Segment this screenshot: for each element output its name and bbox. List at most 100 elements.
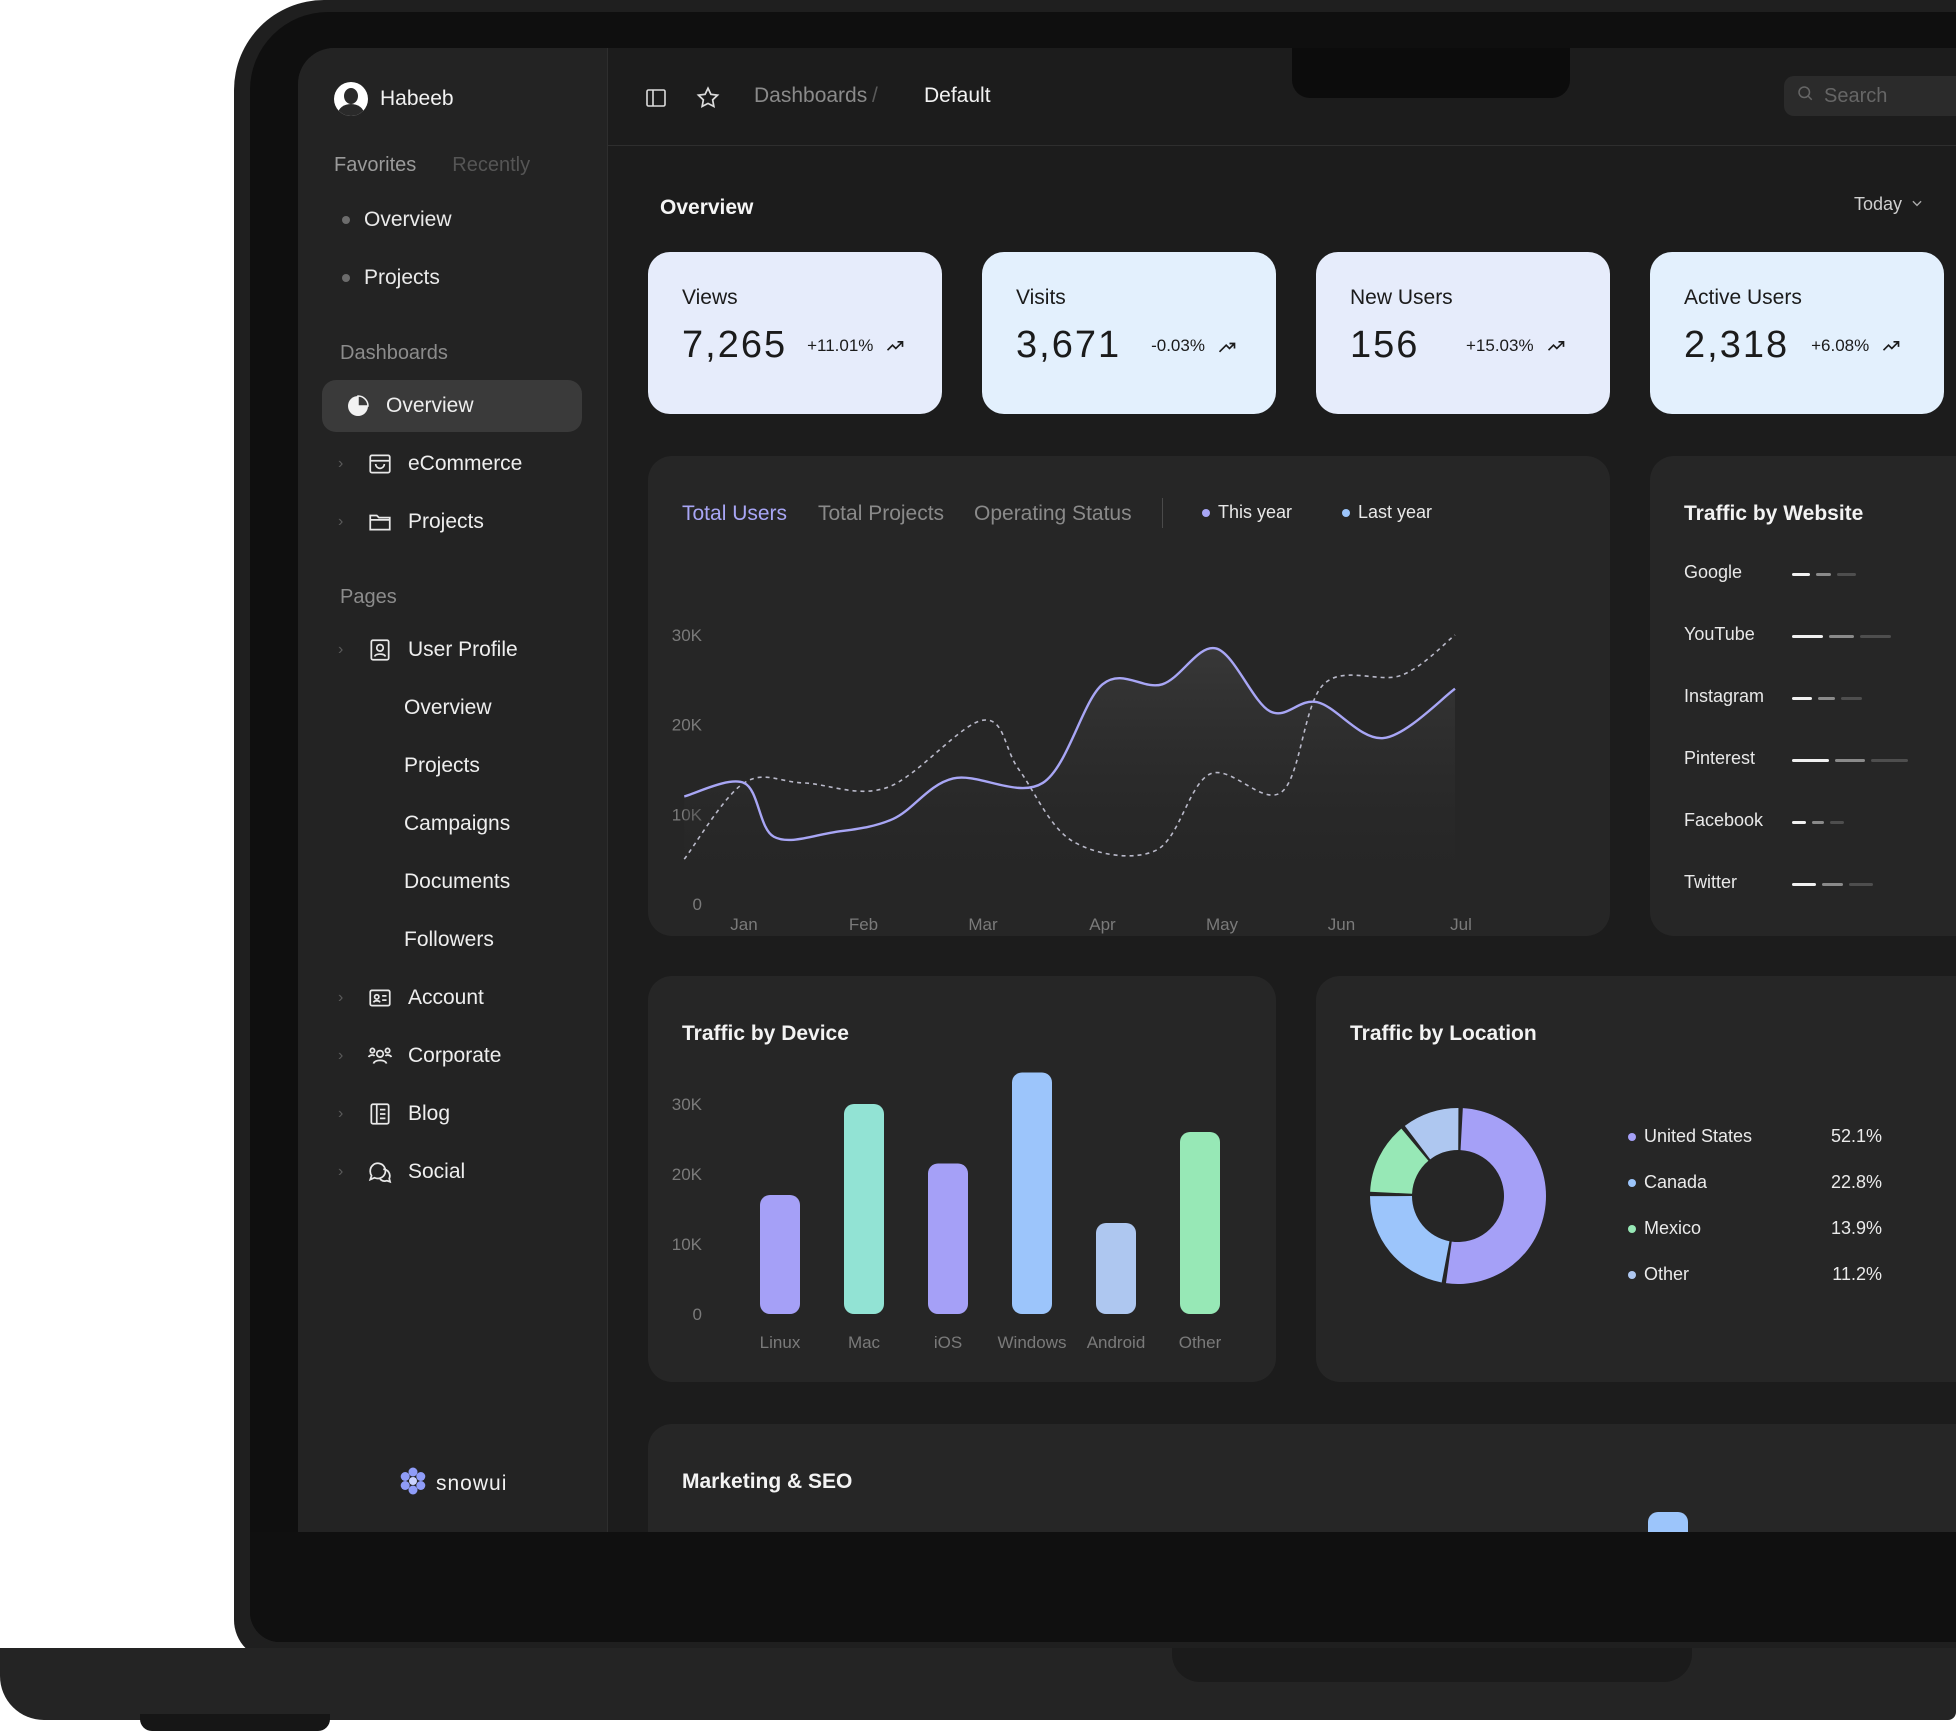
donut-slice-canada[interactable] bbox=[1370, 1196, 1450, 1283]
y-tick-label: 30K bbox=[672, 626, 703, 645]
sidebar-item-label: Account bbox=[408, 986, 484, 1009]
tab-total-projects[interactable]: Total Projects bbox=[818, 502, 945, 525]
sidebar-subitem-followers[interactable]: Followers bbox=[404, 928, 494, 951]
website-bar-segment bbox=[1848, 883, 1874, 886]
sidebar-item-user-profile[interactable]: › User Profile bbox=[322, 624, 582, 676]
breadcrumb-current: Default bbox=[924, 84, 991, 107]
brand-logo: snowui bbox=[398, 1466, 507, 1502]
bar-ios[interactable] bbox=[928, 1163, 968, 1315]
website-bar-youtube bbox=[1792, 635, 1891, 638]
website-bar-segment bbox=[1841, 697, 1862, 700]
sidebar-subitem-documents[interactable]: Documents bbox=[404, 870, 511, 893]
website-label-pinterest: Pinterest bbox=[1684, 748, 1756, 768]
y-tick-label: 0 bbox=[693, 895, 702, 914]
blog-icon bbox=[366, 1100, 394, 1128]
laptop-chin bbox=[250, 1532, 1956, 1642]
location-percent: 52.1% bbox=[1830, 1126, 1882, 1146]
sidebar-item-account[interactable]: › Account bbox=[322, 972, 582, 1024]
website-bar-segment bbox=[1860, 635, 1891, 638]
tab-operating-status[interactable]: Operating Status bbox=[974, 502, 1132, 525]
star-icon[interactable] bbox=[694, 84, 722, 112]
breadcrumb-dashboards[interactable]: Dashboards bbox=[754, 84, 868, 107]
sidebar: Habeeb Favorites Recently Overview Proje… bbox=[298, 48, 608, 1532]
trend-up-icon bbox=[1881, 335, 1903, 357]
favorite-item-projects[interactable]: Projects bbox=[342, 266, 440, 290]
sidebar-subitem-overview[interactable]: Overview bbox=[404, 696, 492, 719]
search-input[interactable]: Search / bbox=[1784, 76, 1956, 116]
chevron-right-icon: › bbox=[338, 513, 344, 530]
sidebar-item-social[interactable]: › Social bbox=[322, 1146, 582, 1198]
panel-title: Marketing & SEO bbox=[682, 1470, 853, 1493]
location-country: United States bbox=[1644, 1126, 1753, 1146]
stat-card-new-users[interactable]: New Users 156 +15.03% bbox=[1316, 252, 1610, 414]
website-bar-segment bbox=[1792, 759, 1829, 762]
stat-card-active-users[interactable]: Active Users 2,318 +6.08% bbox=[1650, 252, 1944, 414]
traffic-website-panel: Traffic by Website Google YouTube Instagra… bbox=[1650, 456, 1956, 936]
chevron-right-icon: › bbox=[338, 641, 344, 658]
stat-label: New Users bbox=[1350, 286, 1453, 309]
location-row-mexico: Mexico 13.9% bbox=[1628, 1218, 1882, 1239]
stat-value: 7,265 bbox=[682, 324, 788, 366]
users-group-icon bbox=[366, 1042, 394, 1070]
bar-android[interactable] bbox=[1096, 1223, 1136, 1314]
x-tick-label: Other bbox=[1179, 1333, 1222, 1352]
x-tick-label: Jul bbox=[1450, 915, 1472, 934]
website-bar-google bbox=[1792, 573, 1856, 576]
stat-value: 3,671 bbox=[1016, 324, 1122, 366]
device-bar-chart: 0 10K 20K 30K Linux Mac iOS Windows Android Other bbox=[672, 1072, 1222, 1352]
website-bar-segment bbox=[1871, 759, 1908, 762]
avatar[interactable] bbox=[334, 82, 368, 116]
sidebar-subitem-projects[interactable]: Projects bbox=[404, 754, 480, 777]
donut-slice-other[interactable] bbox=[1404, 1108, 1459, 1160]
website-bar-segment bbox=[1792, 697, 1813, 700]
stat-change: +6.08% bbox=[1811, 335, 1870, 355]
user-profile[interactable]: Habeeb bbox=[334, 82, 454, 116]
sidebar-item-blog[interactable]: › Blog bbox=[322, 1088, 582, 1140]
legend-dot bbox=[1628, 1132, 1636, 1141]
sidebar-item-ecommerce[interactable]: › eCommerce bbox=[322, 438, 582, 490]
website-bar-segment bbox=[1837, 573, 1856, 576]
sidebar-item-corporate[interactable]: › Corporate bbox=[322, 1030, 582, 1082]
location-row-canada: Canada 22.8% bbox=[1628, 1172, 1882, 1193]
favorite-item-overview[interactable]: Overview bbox=[342, 208, 452, 232]
tab-recently[interactable]: Recently bbox=[452, 154, 531, 176]
website-label-instagram: Instagram bbox=[1684, 686, 1765, 706]
tab-divider bbox=[1162, 498, 1163, 528]
bar-mac[interactable] bbox=[844, 1104, 884, 1314]
donut-slice-united-states[interactable] bbox=[1445, 1108, 1546, 1284]
x-tick-label: Android bbox=[1087, 1333, 1146, 1352]
stat-label: Active Users bbox=[1684, 286, 1802, 309]
location-row-other: Other 11.2% bbox=[1628, 1264, 1882, 1285]
users-line-chart: 010K20K30KJanFebMarAprMayJunJul bbox=[672, 626, 1472, 934]
x-tick-label: Mac bbox=[848, 1333, 881, 1352]
breadcrumb-separator: / bbox=[872, 84, 878, 107]
legend-this-year: This year bbox=[1202, 502, 1292, 523]
panel-title: Traffic by Website bbox=[1684, 502, 1864, 525]
date-range-select[interactable]: Today bbox=[1854, 194, 1924, 215]
location-country: Other bbox=[1644, 1264, 1690, 1284]
location-country: Canada bbox=[1644, 1172, 1708, 1192]
tab-favorites[interactable]: Favorites bbox=[334, 154, 417, 176]
bar-linux[interactable] bbox=[760, 1195, 800, 1314]
sidebar-item-label: Overview bbox=[386, 394, 474, 417]
bar-other[interactable] bbox=[1180, 1132, 1220, 1314]
sidebar-item-label: eCommerce bbox=[408, 452, 523, 475]
bar-windows[interactable] bbox=[1012, 1072, 1052, 1315]
favorites-tabs: Favorites Recently bbox=[334, 154, 530, 177]
donut-slice-mexico[interactable] bbox=[1370, 1128, 1429, 1194]
trend-up-icon bbox=[885, 335, 907, 357]
traffic-location-panel: Traffic by Location United States 52.1% … bbox=[1316, 976, 1956, 1382]
chevron-right-icon: › bbox=[338, 1105, 344, 1122]
sidebar-toggle-icon[interactable] bbox=[642, 84, 670, 112]
tab-total-users[interactable]: Total Users bbox=[682, 502, 788, 525]
marketing-seo-panel: Marketing & SEO bbox=[648, 1424, 1956, 1532]
sidebar-item-projects[interactable]: › Projects bbox=[322, 496, 582, 548]
sidebar-subitem-campaigns[interactable]: Campaigns bbox=[404, 812, 511, 835]
website-bar-segment bbox=[1792, 883, 1817, 886]
laptop-foot bbox=[140, 1714, 330, 1731]
sidebar-item-overview[interactable]: Overview bbox=[322, 380, 582, 432]
stat-card-views[interactable]: Views 7,265 +11.01% bbox=[648, 252, 942, 414]
website-bar-segment bbox=[1818, 697, 1836, 700]
stat-card-visits[interactable]: Visits 3,671 -0.03% bbox=[982, 252, 1276, 414]
stat-value: 2,318 bbox=[1684, 324, 1790, 366]
